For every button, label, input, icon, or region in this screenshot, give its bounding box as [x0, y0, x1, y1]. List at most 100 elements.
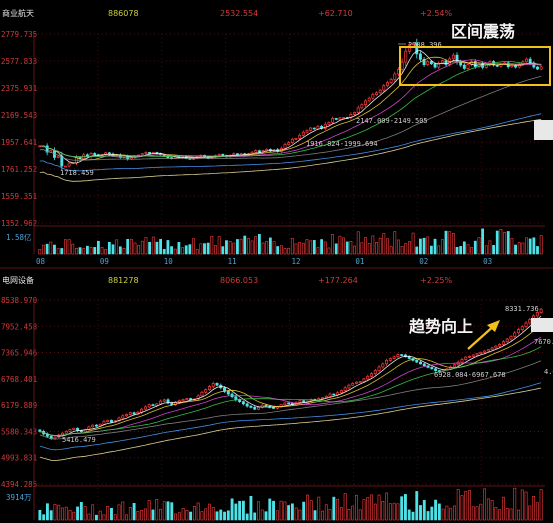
volume-bar	[453, 505, 456, 521]
volume-bar	[45, 503, 49, 521]
volume-bar	[486, 498, 490, 521]
volume-bar	[499, 229, 503, 255]
last-price: 2532.554	[220, 9, 258, 18]
volume-bar	[338, 235, 342, 255]
candle-body	[535, 312, 539, 317]
volume-bar	[306, 494, 309, 521]
panel-header: 电网设备 881278 8066.053 +177.264 +2.25%	[2, 275, 453, 285]
candle-body	[283, 402, 287, 406]
candle-body	[189, 398, 193, 401]
volume-bar	[68, 510, 72, 521]
volume-bar	[196, 502, 200, 521]
volume-bar	[415, 491, 419, 521]
volume-bar	[426, 236, 430, 255]
volume-bar	[118, 246, 122, 255]
candle-body	[367, 97, 371, 102]
volume-bar	[509, 508, 513, 521]
moving-average-line	[39, 61, 542, 158]
candle-body	[245, 403, 249, 407]
candle-body	[67, 162, 71, 167]
volume-bar	[371, 235, 375, 255]
volume-bar	[517, 509, 520, 521]
volume-bar	[113, 514, 117, 521]
x-tick-label: 10	[164, 257, 174, 266]
candle-body	[177, 400, 181, 403]
pct-change: +2.54%	[420, 9, 453, 18]
volume-bar	[377, 494, 381, 521]
volume-bar	[290, 238, 294, 255]
volume-bar	[94, 514, 98, 521]
volume-bar	[250, 240, 254, 255]
volume-bar	[49, 241, 53, 255]
volume-bar	[147, 500, 151, 521]
volume-bar	[362, 499, 366, 521]
volume-bar	[236, 239, 239, 255]
volume-bar	[528, 238, 532, 255]
volume-bar	[287, 505, 291, 521]
volume-bar	[214, 245, 217, 255]
volume-bar	[72, 511, 76, 521]
candle-body	[316, 125, 320, 130]
volume-bar	[305, 239, 309, 255]
volume-bar	[375, 242, 378, 255]
candle-body	[132, 412, 136, 415]
candle-body	[349, 114, 353, 119]
candle-body	[287, 142, 291, 145]
volume-bar	[189, 511, 193, 521]
volume-bar	[532, 495, 536, 521]
volume-bar	[260, 509, 264, 521]
candle-body	[328, 393, 332, 397]
candle-body	[483, 350, 487, 353]
candle-body	[505, 338, 509, 343]
volume-bar	[42, 514, 46, 521]
price-change: +177.264	[318, 276, 358, 285]
volume-bar	[93, 247, 97, 255]
moving-average-line	[39, 113, 542, 172]
volume-bar	[217, 236, 221, 255]
candle-body	[253, 407, 257, 410]
candle-body	[440, 60, 444, 64]
candle-body	[334, 117, 338, 120]
volume-bar	[441, 508, 445, 521]
volume-bar	[228, 241, 232, 255]
volume-bar	[140, 510, 144, 521]
candle-body	[419, 361, 422, 365]
volume-bar	[117, 504, 121, 521]
candle-body	[362, 378, 366, 382]
volume-bar	[170, 246, 173, 255]
candle-body	[400, 354, 404, 356]
volume-bar	[238, 500, 242, 521]
candle-body	[422, 363, 426, 367]
volume-bar	[287, 247, 291, 255]
high-annotation: 2708.396	[408, 41, 442, 49]
volume-bar	[404, 243, 408, 255]
volume-bar	[437, 245, 441, 255]
volume-bar	[148, 241, 152, 255]
candle-body	[185, 398, 189, 400]
volume-bar	[506, 231, 510, 255]
volume-bar	[159, 239, 162, 255]
volume-bar	[254, 236, 258, 255]
volume-bar	[451, 232, 455, 255]
volume-bar	[444, 230, 448, 255]
volume-bar	[336, 498, 340, 521]
volume-bar	[535, 502, 539, 521]
candle-body	[486, 349, 490, 352]
volume-bar	[334, 243, 338, 255]
candle-body	[501, 341, 505, 345]
volume-bar	[525, 237, 528, 255]
candle-body	[536, 66, 539, 70]
pct-change: +2.25%	[420, 276, 453, 285]
moving-average-line	[39, 336, 542, 436]
candle-body	[354, 381, 358, 384]
volume-bar	[265, 240, 269, 255]
volume-bar	[162, 249, 166, 255]
volume-bar	[505, 508, 509, 521]
volume-bar	[532, 237, 536, 255]
candle-body	[327, 121, 331, 125]
candle-body	[226, 391, 230, 395]
high-annotation: 8331.736	[505, 305, 539, 313]
volume-bar	[536, 246, 539, 255]
